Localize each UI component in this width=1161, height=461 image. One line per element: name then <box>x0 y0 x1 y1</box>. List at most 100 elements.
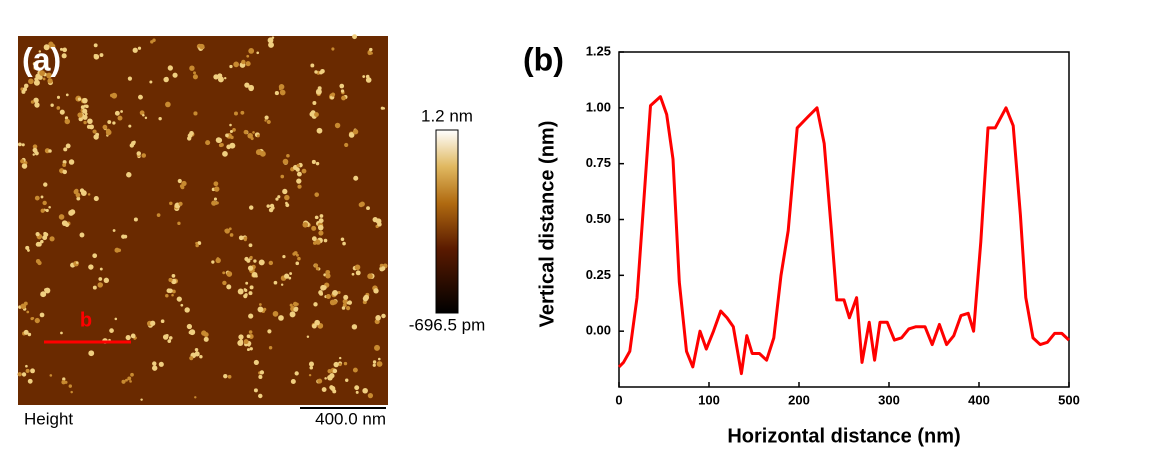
afm-particle <box>34 317 40 324</box>
afm-particle <box>325 273 331 279</box>
x-tick-label: 300 <box>878 392 900 407</box>
afm-particle <box>352 129 359 135</box>
afm-particle <box>44 288 48 292</box>
afm-particle <box>171 293 174 297</box>
afm-particle <box>227 374 232 379</box>
afm-particle <box>165 101 171 108</box>
afm-particle <box>230 135 234 140</box>
afm-particle <box>156 213 161 217</box>
afm-particle <box>80 105 85 110</box>
afm-particle <box>97 282 103 288</box>
afm-particle <box>315 161 320 166</box>
afm-particle <box>317 224 324 231</box>
afm-particle <box>99 267 103 271</box>
afm-particle <box>158 116 162 121</box>
afm-particle <box>330 92 336 97</box>
colorbar-max: 1.2 nm <box>421 106 473 125</box>
afm-particle <box>42 77 46 81</box>
afm-particle <box>294 371 299 376</box>
afm-particle <box>337 290 341 294</box>
afm-particle <box>266 119 271 125</box>
afm-particle <box>40 195 44 199</box>
afm-particle <box>37 74 43 80</box>
afm-particle <box>165 294 169 298</box>
afm-particle <box>253 359 259 366</box>
afm-particle <box>49 374 53 377</box>
afm-particle <box>172 72 178 78</box>
afm-particle <box>318 218 324 224</box>
afm-particle <box>168 336 173 340</box>
afm-particle <box>199 43 205 50</box>
afm-particle <box>222 280 227 286</box>
afm-particle <box>355 390 359 394</box>
afm-particle <box>27 332 32 337</box>
afm-particle <box>341 95 346 101</box>
afm-particle <box>139 110 145 116</box>
afm-particle <box>266 204 270 208</box>
afm-particle <box>59 47 63 51</box>
afm-particle <box>193 111 198 116</box>
profile-label: b <box>80 309 92 331</box>
afm-particle <box>372 360 377 364</box>
afm-particle <box>257 306 264 313</box>
afm-particle <box>25 368 30 373</box>
afm-particle <box>133 217 138 222</box>
afm-particle <box>309 365 314 370</box>
afm-particle <box>77 112 83 118</box>
afm-particle <box>40 239 44 244</box>
afm-particle <box>164 76 169 81</box>
afm-particle <box>144 116 148 120</box>
afm-particle <box>127 76 133 81</box>
afm-particle <box>168 277 173 282</box>
afm-particle <box>70 390 73 394</box>
afm-particle <box>30 100 35 104</box>
afm-particle <box>278 87 282 91</box>
afm-particle <box>68 210 74 216</box>
afm-particle <box>139 95 143 100</box>
afm-particle <box>62 377 66 381</box>
afm-particle <box>324 377 327 380</box>
afm-particle <box>34 102 40 108</box>
afm-particle <box>34 195 40 201</box>
x-tick-label: 0 <box>615 392 622 407</box>
afm-particle <box>340 89 345 93</box>
y-tick-label: 0.25 <box>586 267 611 282</box>
afm-particle <box>43 182 48 187</box>
afm-particle <box>314 319 320 326</box>
y-tick-label: 0.75 <box>586 155 611 170</box>
afm-particle <box>62 163 67 167</box>
afm-particle <box>295 167 300 172</box>
afm-particle <box>237 288 244 295</box>
afm-particle <box>45 208 49 213</box>
afm-particle <box>319 291 324 296</box>
afm-particle <box>258 303 262 306</box>
afm-particle <box>194 396 197 399</box>
afm-image <box>17 34 388 405</box>
afm-particle <box>282 188 288 195</box>
afm-particle <box>338 356 342 360</box>
afm-particle <box>169 201 173 206</box>
afm-particle <box>332 289 338 296</box>
y-axis-title: Vertical distance (nm) <box>536 121 558 328</box>
afm-particle <box>249 255 253 259</box>
scan-label: Height <box>24 409 73 428</box>
afm-particle <box>20 303 27 310</box>
afm-particle <box>243 236 248 241</box>
afm-particle <box>195 243 199 248</box>
afm-particle <box>28 78 34 85</box>
afm-particle <box>289 311 296 318</box>
afm-particle <box>37 242 42 247</box>
afm-particle <box>296 163 300 168</box>
afm-particle <box>278 315 284 321</box>
afm-particle <box>243 129 248 135</box>
afm-particle <box>343 361 348 366</box>
afm-particle <box>78 116 84 122</box>
afm-particle <box>111 92 118 99</box>
afm-particle <box>241 59 246 65</box>
afm-particle <box>48 149 52 153</box>
afm-particle <box>129 380 132 383</box>
afm-particle <box>82 97 88 104</box>
afm-particle <box>33 79 40 86</box>
afm-particle <box>180 303 184 307</box>
afm-particle <box>306 335 310 339</box>
